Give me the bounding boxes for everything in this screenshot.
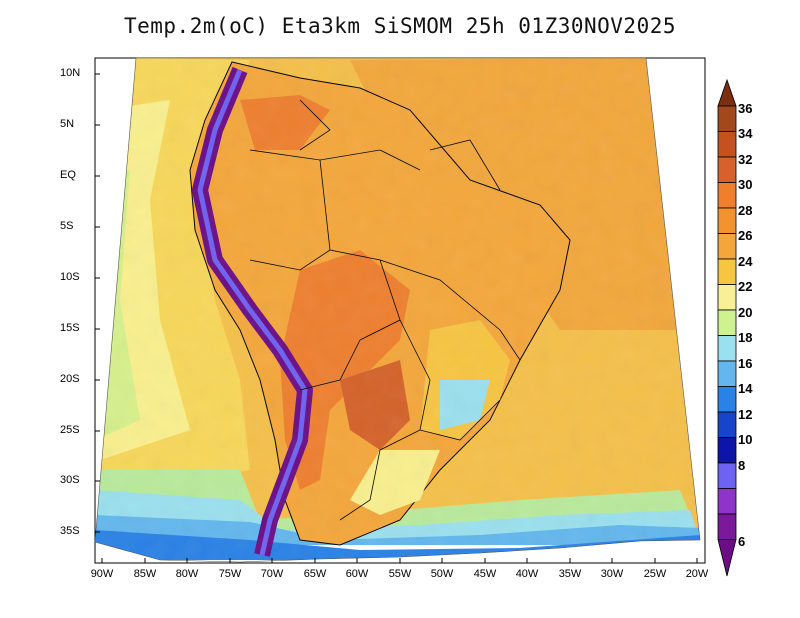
colorbar-bin: [717, 335, 737, 362]
colorbar-label-10: 10: [738, 432, 753, 447]
colorbar-label-12: 12: [738, 407, 753, 422]
lat-label-20s: 20S: [60, 373, 80, 385]
lat-label-35s: 35S: [60, 525, 80, 537]
colorbar-bin: [717, 105, 737, 132]
lon-label-75w: 75W: [218, 568, 242, 580]
colorbar-bin: [717, 207, 737, 234]
lon-label-45w: 45W: [473, 568, 497, 580]
lat-label-5s: 5S: [60, 220, 74, 232]
colorbar-label-20: 20: [738, 305, 753, 320]
colorbar-label-16: 16: [738, 356, 753, 371]
axis-ticks: [95, 73, 698, 563]
colorbar-label-24: 24: [738, 254, 753, 269]
lon-label-35w: 35W: [558, 568, 582, 580]
colorbar-bin: [717, 462, 737, 489]
lon-label-40w: 40W: [515, 568, 539, 580]
colorbar-bin: [717, 411, 737, 438]
lon-label-20w: 20W: [685, 568, 709, 580]
lon-label-80w: 80W: [175, 568, 199, 580]
colorbar-bin: [717, 386, 737, 413]
colorbar-label-14: 14: [738, 381, 753, 396]
colorbar-label-8: 8: [738, 458, 746, 473]
lon-label-30w: 30W: [600, 568, 624, 580]
colorbar-bin: [717, 131, 737, 158]
colorbar-bin: [717, 309, 737, 336]
colorbar-bin: [717, 360, 737, 387]
colorbar-label-22: 22: [738, 279, 753, 294]
lon-label-85w: 85W: [133, 568, 157, 580]
colorbar-bin: [717, 284, 737, 311]
lon-label-90w: 90W: [90, 568, 114, 580]
colorbar-label-34: 34: [738, 126, 753, 141]
colorbar-cap-bottom: [717, 539, 737, 577]
colorbar-cap-top: [717, 78, 737, 107]
colorbar-bin: [717, 233, 737, 260]
lon-label-25w: 25W: [643, 568, 667, 580]
lat-label-10s: 10S: [60, 271, 80, 283]
lon-label-50w: 50W: [430, 568, 454, 580]
lat-label-eq: EQ: [60, 169, 76, 181]
lat-label-25s: 25S: [60, 424, 80, 436]
colorbar-bin: [717, 258, 737, 285]
colorbar-label-18: 18: [738, 330, 753, 345]
lon-label-65w: 65W: [303, 568, 327, 580]
colorbar-label-36: 36: [738, 101, 753, 116]
colorbar-label-26: 26: [738, 228, 753, 243]
lon-label-60w: 60W: [345, 568, 369, 580]
temperature-field: [95, 58, 700, 562]
colorbar-label-6: 6: [738, 534, 746, 549]
domain-edge: [94, 57, 701, 563]
lat-label-10n: 10N: [60, 67, 81, 79]
colorbar-bin: [717, 513, 737, 540]
colorbar: [717, 78, 737, 577]
lat-label-15s: 15S: [60, 322, 80, 334]
colorbar-label-32: 32: [738, 152, 753, 167]
lat-label-5n: 5N: [60, 118, 75, 130]
colorbar-bin: [717, 182, 737, 209]
lon-label-70w: 70W: [260, 568, 284, 580]
colorbar-bin: [717, 437, 737, 464]
colorbar-bin: [717, 156, 737, 183]
lat-label-30s: 30S: [60, 474, 80, 486]
colorbar-bin: [717, 488, 737, 515]
colorbar-label-30: 30: [738, 177, 753, 192]
lon-label-55w: 55W: [388, 568, 412, 580]
map-title: Temp.2m(oC) Eta3km SiSMOM 25h 01Z30NOV20…: [123, 14, 676, 38]
colorbar-label-28: 28: [738, 203, 753, 218]
